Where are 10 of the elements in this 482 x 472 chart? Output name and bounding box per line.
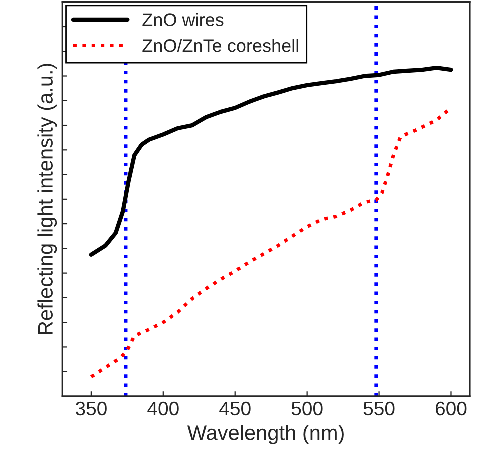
x-tick-label: 450 xyxy=(220,402,251,416)
legend-label: ZnO/ZnTe coreshell xyxy=(142,39,298,52)
x-tick-label: 350 xyxy=(76,402,107,416)
x-tick-label: 500 xyxy=(292,402,323,416)
y-axis-title: Reflecting light intensity (a.u.) xyxy=(38,64,58,334)
x-tick-label: 550 xyxy=(364,402,395,416)
x-tick-label: 600 xyxy=(436,402,467,416)
x-axis-title: Wavelength (nm) xyxy=(187,425,344,444)
x-tick-label: 400 xyxy=(148,402,179,416)
legend-label: ZnO wires xyxy=(142,13,224,26)
